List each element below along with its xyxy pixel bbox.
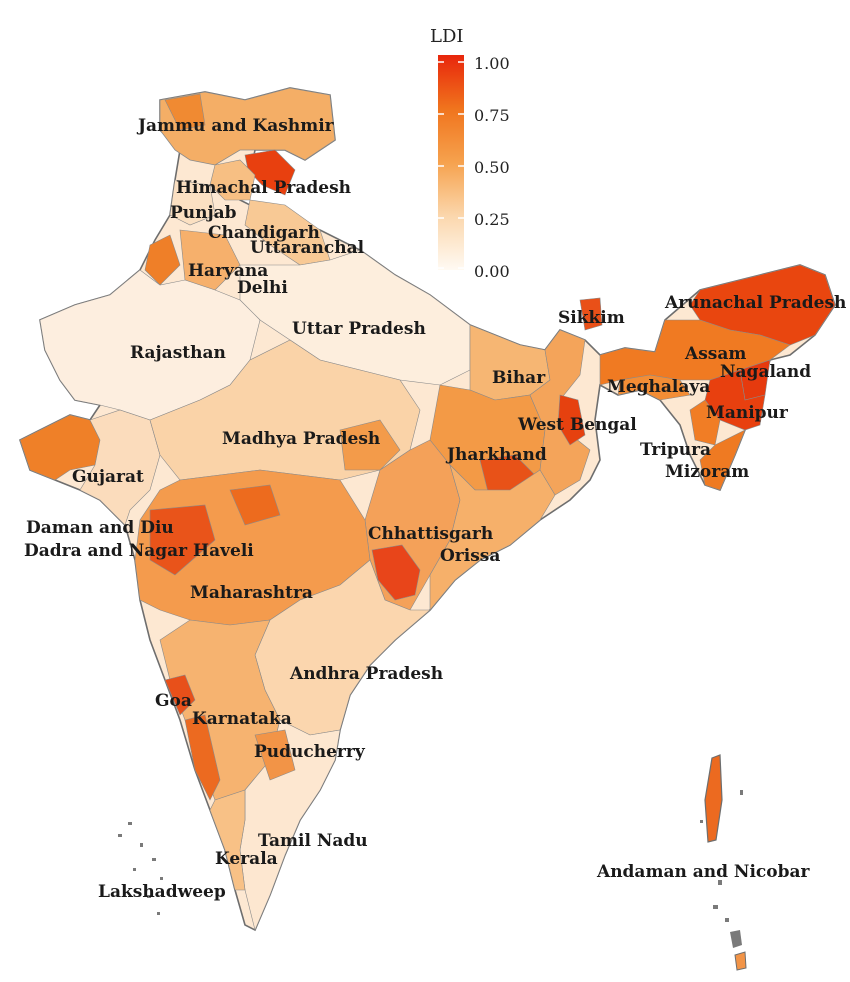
region-arunachal — [689, 264, 836, 346]
region-chhattisgarh-hot — [371, 544, 421, 601]
label-meghalaya: Meghalaya — [607, 377, 710, 397]
label-chhattisgarh: Chhattisgarh — [368, 524, 493, 544]
region-haryana-west — [144, 234, 181, 286]
legend-ticks — [438, 61, 464, 269]
label-gujarat: Gujarat — [72, 467, 144, 487]
label-jammu-kashmir: Jammu and Kashmir — [136, 116, 335, 136]
region-goa — [164, 674, 196, 716]
label-assam: Assam — [684, 344, 746, 364]
label-manipur: Manipur — [706, 403, 789, 423]
region-haryana — [179, 229, 241, 291]
label-kerala: Kerala — [215, 849, 278, 869]
label-andhra-pradesh: Andhra Pradesh — [289, 664, 443, 684]
region-meghalaya — [617, 374, 691, 401]
label-puducherry: Puducherry — [254, 742, 366, 762]
label-goa: Goa — [155, 691, 192, 711]
legend-tick-1: 1.00 — [474, 54, 510, 73]
label-dadra-nagar-haveli: Dadra and Nagar Haveli — [24, 541, 254, 561]
region-karnataka-coast — [184, 714, 221, 801]
region-orissa — [429, 463, 556, 611]
label-punjab: Punjab — [170, 203, 237, 223]
legend-tick-4: 0.25 — [474, 210, 510, 229]
region-jk-hotspot-2 — [164, 93, 206, 131]
lakshadweep-islands — [118, 822, 163, 915]
label-sikkim: Sikkim — [558, 308, 625, 328]
label-uttaranchal: Uttaranchal — [250, 238, 365, 258]
legend-tick-5: 0.00 — [474, 262, 510, 281]
label-karnataka: Karnataka — [192, 709, 292, 729]
label-west-bengal: West Bengal — [517, 415, 637, 435]
island-groups — [118, 754, 747, 971]
label-nagaland: Nagaland — [720, 362, 811, 382]
region-jammu-kashmir — [159, 87, 336, 166]
region-uttar-pradesh — [239, 249, 471, 386]
legend-tick-2: 0.75 — [474, 106, 510, 125]
legend-title: LDI — [430, 26, 464, 47]
region-mp-east — [339, 419, 401, 471]
label-mizoram: Mizoram — [665, 462, 749, 482]
region-maharashtra-west — [149, 504, 216, 576]
region-west-bengal-hot — [557, 394, 586, 446]
label-bihar: Bihar — [492, 368, 546, 388]
region-puducherry — [254, 729, 296, 781]
region-sikkim — [579, 297, 603, 331]
region-gujarat — [79, 409, 161, 526]
region-mizoram — [699, 429, 746, 491]
label-tripura: Tripura — [640, 440, 711, 460]
region-kerala — [209, 789, 246, 891]
andaman-nicobar-islands — [700, 754, 747, 971]
label-haryana: Haryana — [188, 261, 268, 281]
label-uttar-pradesh: Uttar Pradesh — [292, 319, 426, 339]
legend-colorbar — [438, 55, 464, 270]
label-jharkhand: Jharkhand — [445, 445, 547, 465]
region-maharashtra-north — [229, 484, 281, 526]
label-daman-diu: Daman and Diu — [26, 518, 174, 538]
label-himachal-pradesh: Himachal Pradesh — [176, 178, 351, 198]
label-arunachal-pradesh: Arunachal Pradesh — [664, 293, 846, 313]
legend-tick-3: 0.50 — [474, 158, 510, 177]
label-tamil-nadu: Tamil Nadu — [258, 831, 368, 851]
label-chandigarh: Chandigarh — [208, 223, 320, 243]
choropleth-regions — [19, 87, 836, 931]
label-andaman-nicobar: Andaman and Nicobar — [596, 862, 811, 882]
andaman-main — [704, 754, 723, 843]
state-labels: Jammu and Kashmir Himachal Pradesh Punja… — [24, 116, 846, 902]
region-tripura — [689, 399, 721, 446]
label-lakshadweep: Lakshadweep — [98, 882, 226, 902]
ldi-legend: LDI 1.00 0.75 0.50 0.25 0.00 — [430, 26, 510, 281]
label-orissa: Orissa — [440, 546, 500, 566]
region-punjab — [169, 179, 216, 226]
label-rajasthan: Rajasthan — [130, 343, 226, 363]
label-maharashtra: Maharashtra — [190, 583, 313, 603]
label-madhya-pradesh: Madhya Pradesh — [222, 429, 380, 449]
label-delhi: Delhi — [237, 278, 288, 298]
